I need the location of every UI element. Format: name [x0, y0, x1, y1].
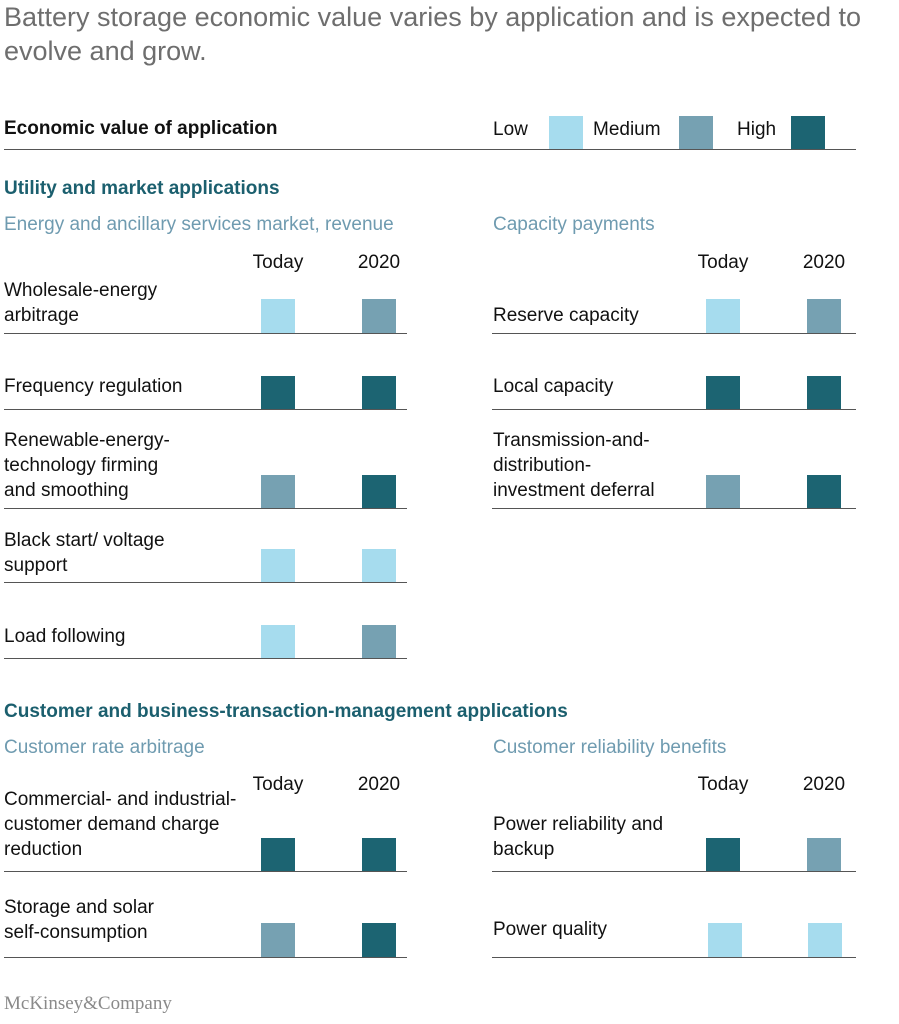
row-divider [4, 871, 407, 872]
cell-2020 [807, 475, 841, 509]
cell-2020 [362, 923, 396, 957]
cell-today [261, 625, 295, 659]
cell-today [261, 838, 295, 872]
column-header-2020: 2020 [802, 774, 846, 795]
value-header-label: Economic value of application [4, 118, 278, 139]
brand-logo: McKinsey&Company [4, 993, 172, 1014]
column-header-today: Today [252, 252, 304, 273]
row-label: Local capacity [493, 376, 614, 397]
subsection-title-capacity: Capacity payments [493, 214, 655, 235]
row-label: Power reliability and backup [493, 814, 664, 860]
row-label: Black start/ voltage support [4, 530, 165, 576]
cell-2020 [807, 838, 841, 872]
row-divider [4, 508, 407, 509]
section-title-utility: Utility and market applications [4, 178, 280, 199]
legend-medium-label: Medium [593, 119, 661, 140]
cell-today [261, 549, 295, 583]
cell-2020 [362, 838, 396, 872]
row-label: Renewable-energy-technology firming and … [4, 430, 170, 501]
row-label: Commercial- and industrial-customer dema… [4, 789, 237, 860]
legend-low-swatch [549, 116, 583, 150]
cell-2020 [808, 923, 842, 957]
row-label: Storage and solar self-consumption [4, 897, 154, 943]
subsection-title-energy: Energy and ancillary services market, re… [4, 214, 394, 235]
column-header-today: Today [697, 774, 749, 795]
legend-medium-swatch [679, 116, 713, 150]
row-label: Transmission-and-distribution-investment… [493, 430, 655, 501]
column-header-2020: 2020 [357, 774, 401, 795]
column-header-2020: 2020 [357, 252, 401, 273]
cell-today [261, 923, 295, 957]
section-title-customer: Customer and business-transaction-manage… [4, 701, 568, 722]
legend-high-swatch [791, 116, 825, 150]
cell-2020 [807, 376, 841, 410]
chart-title: Battery storage economic value varies by… [4, 2, 861, 66]
cell-2020 [362, 549, 396, 583]
row-label: Reserve capacity [493, 305, 639, 326]
row-divider [492, 957, 856, 958]
cell-today [708, 923, 742, 957]
row-divider [492, 871, 856, 872]
row-divider [4, 409, 407, 410]
row-divider [4, 957, 407, 958]
row-divider [4, 658, 407, 659]
row-divider [492, 333, 856, 334]
cell-today [261, 299, 295, 333]
row-label: Power quality [493, 919, 608, 940]
subsection-title-reliability: Customer reliability benefits [493, 737, 727, 758]
cell-today [261, 376, 295, 410]
cell-2020 [362, 625, 396, 659]
cell-today [261, 475, 295, 509]
column-header-today: Today [252, 774, 304, 795]
row-divider [4, 582, 407, 583]
column-header-2020: 2020 [802, 252, 846, 273]
subsection-title-rate: Customer rate arbitrage [4, 737, 205, 758]
column-header-today: Today [697, 252, 749, 273]
row-label: Frequency regulation [4, 376, 183, 397]
cell-today [706, 475, 740, 509]
cell-2020 [362, 299, 396, 333]
row-label: Load following [4, 626, 126, 647]
cell-2020 [362, 376, 396, 410]
cell-2020 [362, 475, 396, 509]
row-label: Wholesale-energy arbitrage [4, 280, 158, 326]
cell-2020 [807, 299, 841, 333]
row-divider [492, 409, 856, 410]
cell-today [706, 376, 740, 410]
header-rule [4, 149, 856, 150]
row-divider [4, 333, 407, 334]
cell-today [706, 299, 740, 333]
row-divider [492, 508, 856, 509]
cell-today [706, 838, 740, 872]
legend-low-label: Low [493, 119, 528, 140]
legend-high-label: High [737, 119, 777, 140]
